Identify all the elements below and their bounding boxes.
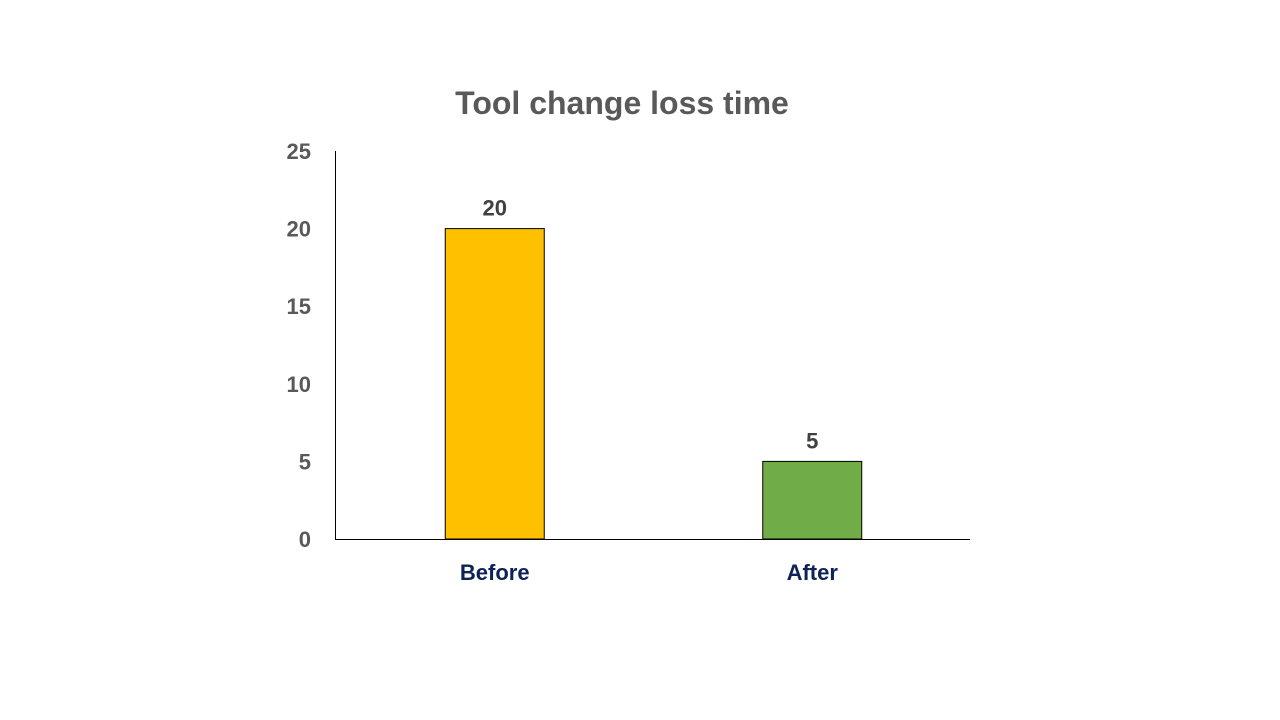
y-tick-label: 0	[299, 527, 311, 552]
bar-after	[762, 460, 863, 540]
x-tick-label-after: After	[787, 560, 839, 585]
x-tick-label-before: Before	[460, 560, 530, 585]
y-tick-label: 15	[287, 294, 311, 319]
data-label-after: 5	[806, 428, 818, 453]
axes-group	[335, 151, 970, 540]
y-tick-label: 5	[299, 449, 311, 474]
y-tick-label: 10	[287, 372, 311, 397]
y-tick-label: 25	[287, 139, 311, 164]
y-tick-label: 20	[287, 217, 311, 242]
bars-group	[444, 228, 863, 540]
bar-before	[444, 228, 545, 540]
data-label-before: 20	[483, 196, 507, 221]
data-labels-group: 20 5	[483, 196, 819, 454]
x-axis-ticks: Before After	[460, 560, 838, 585]
chart-title: Tool change loss time	[455, 85, 789, 121]
y-axis-ticks: 0 5 10 15 20 25	[287, 139, 311, 552]
